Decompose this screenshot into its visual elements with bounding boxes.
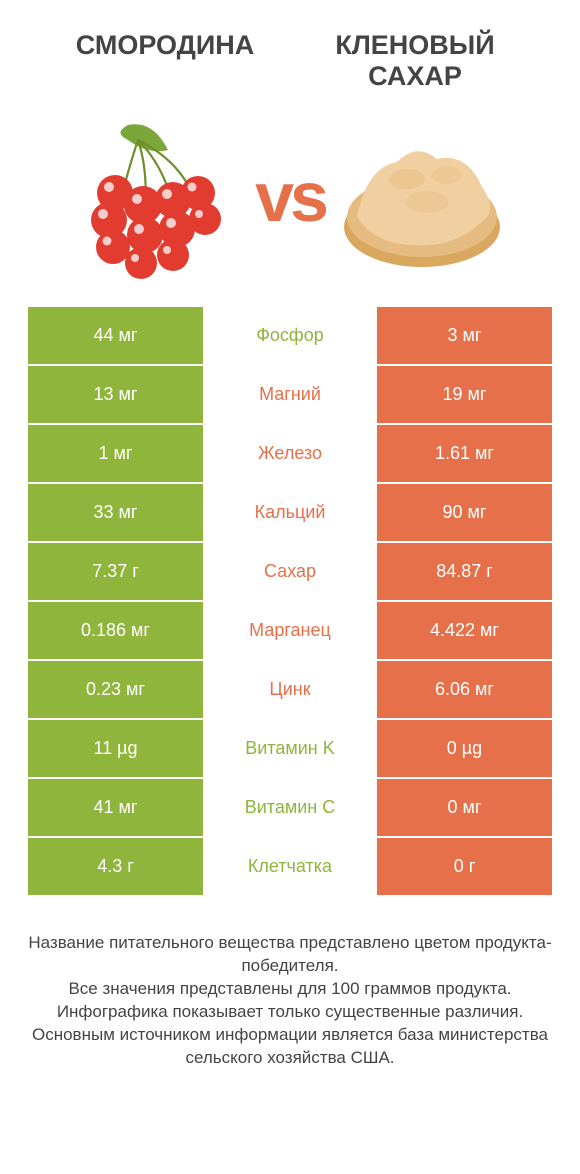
footer-text: Название питательного вещества представл… <box>0 897 580 1070</box>
maple-sugar-icon <box>337 117 507 277</box>
right-value-cell: 4.422 мг <box>377 602 552 659</box>
right-value-cell: 19 мг <box>377 366 552 423</box>
redcurrant-icon <box>73 115 243 280</box>
left-value-cell: 1 мг <box>28 425 203 482</box>
vs-label: vs <box>255 157 325 237</box>
nutrient-name-cell: Кальций <box>203 484 377 541</box>
right-value-cell: 0 мг <box>377 779 552 836</box>
table-row: 1 мгЖелезо1.61 мг <box>28 425 552 482</box>
right-value-cell: 3 мг <box>377 307 552 364</box>
right-value-cell: 84.87 г <box>377 543 552 600</box>
left-value-cell: 44 мг <box>28 307 203 364</box>
footer-line: Инфографика показывает только существенн… <box>22 1001 558 1024</box>
table-row: 13 мгМагний19 мг <box>28 366 552 423</box>
nutrient-name-cell: Фосфор <box>203 307 377 364</box>
left-value-cell: 41 мг <box>28 779 203 836</box>
right-value-cell: 0 µg <box>377 720 552 777</box>
nutrient-name-cell: Магний <box>203 366 377 423</box>
left-value-cell: 4.3 г <box>28 838 203 895</box>
right-value-cell: 90 мг <box>377 484 552 541</box>
left-value-cell: 0.186 мг <box>28 602 203 659</box>
nutrient-name-cell: Цинк <box>203 661 377 718</box>
nutrient-name-cell: Марганец <box>203 602 377 659</box>
left-value-cell: 11 µg <box>28 720 203 777</box>
table-row: 4.3 гКлетчатка0 г <box>28 838 552 895</box>
right-product-image <box>335 112 510 282</box>
nutrient-name-cell: Железо <box>203 425 377 482</box>
table-row: 0.186 мгМарганец4.422 мг <box>28 602 552 659</box>
footer-line: Основным источником информации является … <box>22 1024 558 1070</box>
footer-line: Название питательного вещества представл… <box>22 932 558 978</box>
nutrient-name-cell: Клетчатка <box>203 838 377 895</box>
left-value-cell: 33 мг <box>28 484 203 541</box>
comparison-table: 44 мгФосфор3 мг13 мгМагний19 мг1 мгЖелез… <box>0 307 580 895</box>
table-row: 44 мгФосфор3 мг <box>28 307 552 364</box>
left-value-cell: 13 мг <box>28 366 203 423</box>
right-value-cell: 0 г <box>377 838 552 895</box>
table-row: 33 мгКальций90 мг <box>28 484 552 541</box>
right-value-cell: 6.06 мг <box>377 661 552 718</box>
footer-line: Все значения представлены для 100 граммо… <box>22 978 558 1001</box>
left-value-cell: 7.37 г <box>28 543 203 600</box>
table-row: 0.23 мгЦинк6.06 мг <box>28 661 552 718</box>
left-product-image <box>70 112 245 282</box>
right-value-cell: 1.61 мг <box>377 425 552 482</box>
left-value-cell: 0.23 мг <box>28 661 203 718</box>
table-row: 7.37 гСахар84.87 г <box>28 543 552 600</box>
header-left: СМОРОДИНА <box>40 30 290 92</box>
right-product-title: КЛЕНОВЫЙ САХАР <box>290 30 540 92</box>
nutrient-name-cell: Витамин K <box>203 720 377 777</box>
table-row: 41 мгВитамин C0 мг <box>28 779 552 836</box>
nutrient-name-cell: Сахар <box>203 543 377 600</box>
header-right: КЛЕНОВЫЙ САХАР <box>290 30 540 92</box>
header: СМОРОДИНА КЛЕНОВЫЙ САХАР <box>0 0 580 107</box>
images-row: vs <box>0 107 580 307</box>
nutrient-name-cell: Витамин C <box>203 779 377 836</box>
left-product-title: СМОРОДИНА <box>40 30 290 61</box>
table-row: 11 µgВитамин K0 µg <box>28 720 552 777</box>
